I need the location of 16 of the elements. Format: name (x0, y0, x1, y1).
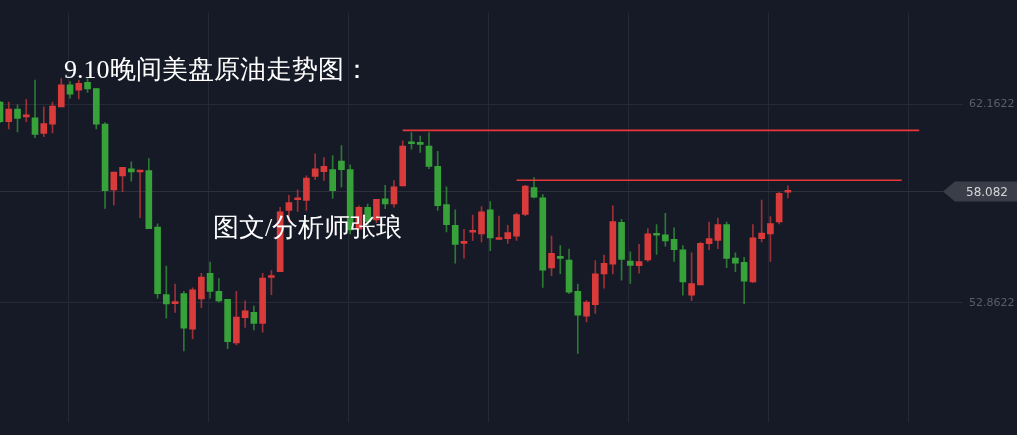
candlestick (320, 157, 328, 181)
text: 9.10晚间美盘原油走势图： (64, 55, 370, 84)
candlestick (635, 244, 643, 274)
candlestick (627, 251, 634, 284)
candlestick (469, 214, 477, 241)
candlestick (416, 135, 424, 153)
candlestick (171, 283, 179, 313)
y-tick-label: 52.8622 (969, 295, 1015, 309)
candlestick (460, 228, 468, 259)
ref-line-label: 58.082 (966, 184, 1008, 199)
candlestick (705, 221, 713, 251)
candlestick (127, 161, 135, 182)
y-tick-label: 62.1622 (969, 97, 1015, 111)
candlestick (495, 215, 503, 240)
candlestick (556, 245, 564, 275)
candlestick (381, 184, 389, 210)
